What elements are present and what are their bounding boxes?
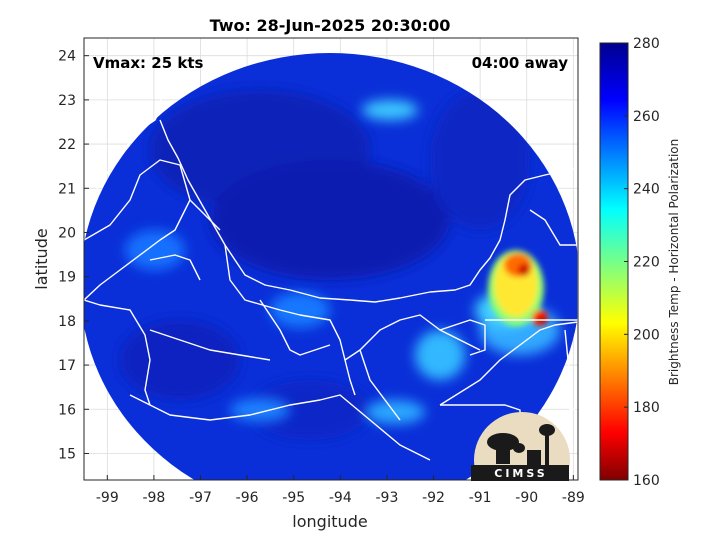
gulf-coastline [84, 38, 164, 206]
border-chiapas [344, 349, 401, 421]
y-tick-label: 16 [58, 402, 76, 418]
border-west-2 [84, 299, 151, 406]
y-tick-label: 24 [58, 49, 76, 65]
border-guatemala [439, 321, 578, 406]
y-tick-label: 18 [58, 314, 76, 330]
x-tick-label: -97 [189, 490, 212, 506]
colorbar-tick-label: 180 [633, 400, 660, 416]
swath-cold-regions [120, 90, 530, 440]
y-tick-label: 19 [58, 270, 76, 286]
y-tick-label: 20 [58, 225, 76, 241]
logo-silhouettes [471, 424, 569, 481]
colorbar-tick-label: 220 [633, 255, 660, 271]
colorbar-tick-label: 160 [633, 473, 660, 489]
y-tick-label: 15 [58, 446, 76, 462]
x-tick-label: -99 [96, 490, 119, 506]
colorbar-tick-label: 280 [633, 36, 660, 52]
y-tick-label: 22 [58, 137, 76, 153]
plot-border [83, 37, 579, 481]
x-tick-label: -89 [562, 490, 585, 506]
colorbar: 160 180 200 220 240 260 280 Brightness Temp - … [599, 36, 681, 489]
x-tick-label: -96 [236, 490, 259, 506]
coastline-east-mexico [159, 119, 578, 303]
satellite-swath [84, 53, 578, 480]
plot-area [83, 37, 579, 481]
y-tick-label: 21 [58, 181, 76, 197]
border-far-east [564, 329, 578, 411]
x-axis-label: longitude [292, 512, 367, 531]
coastlines-and-borders [84, 38, 578, 461]
colorbar-tick-label: 240 [633, 182, 660, 198]
x-tick-label: -95 [282, 490, 305, 506]
x-tick-label: -98 [142, 490, 165, 506]
x-tick-label: -93 [375, 490, 398, 506]
y-tick-label: 23 [58, 93, 76, 109]
x-tick-label: -94 [329, 490, 352, 506]
y-axis-label: latitude [32, 228, 51, 289]
x-tick-label: -92 [422, 490, 445, 506]
colorbar-ticks: 160 180 200 220 240 260 280 [624, 36, 660, 489]
y-tick-labels: 15 16 17 18 19 20 21 22 23 24 [58, 49, 76, 463]
vmax-label: Vmax: 25 kts [93, 54, 203, 72]
border-guerrero [149, 329, 271, 361]
colorbar-label: Brightness Temp - Horizontal Polarizatio… [667, 139, 681, 386]
y-tick-label: 17 [58, 358, 76, 374]
swath-hot-spot [488, 250, 548, 326]
border-belize [439, 319, 486, 356]
plot-title: Two: 28-Jun-2025 20:30:00 [210, 16, 451, 35]
colorbar-tick-label: 200 [633, 327, 660, 343]
x-tick-labels: -99 -98 -97 -96 -95 -94 -93 -92 -91 -90 -89 [96, 490, 585, 506]
x-tick-label: -91 [469, 490, 492, 506]
border-south [129, 394, 431, 461]
x-tick-label: -90 [515, 490, 538, 506]
colorbar-gradient [600, 43, 628, 480]
border-interior [149, 199, 331, 356]
logo-text: CIMSS [494, 467, 547, 480]
time-away-label: 04:00 away [472, 54, 569, 72]
border-yucatan [485, 209, 578, 321]
tick-marks [84, 55, 574, 480]
colorbar-tick-label: 260 [633, 109, 660, 125]
